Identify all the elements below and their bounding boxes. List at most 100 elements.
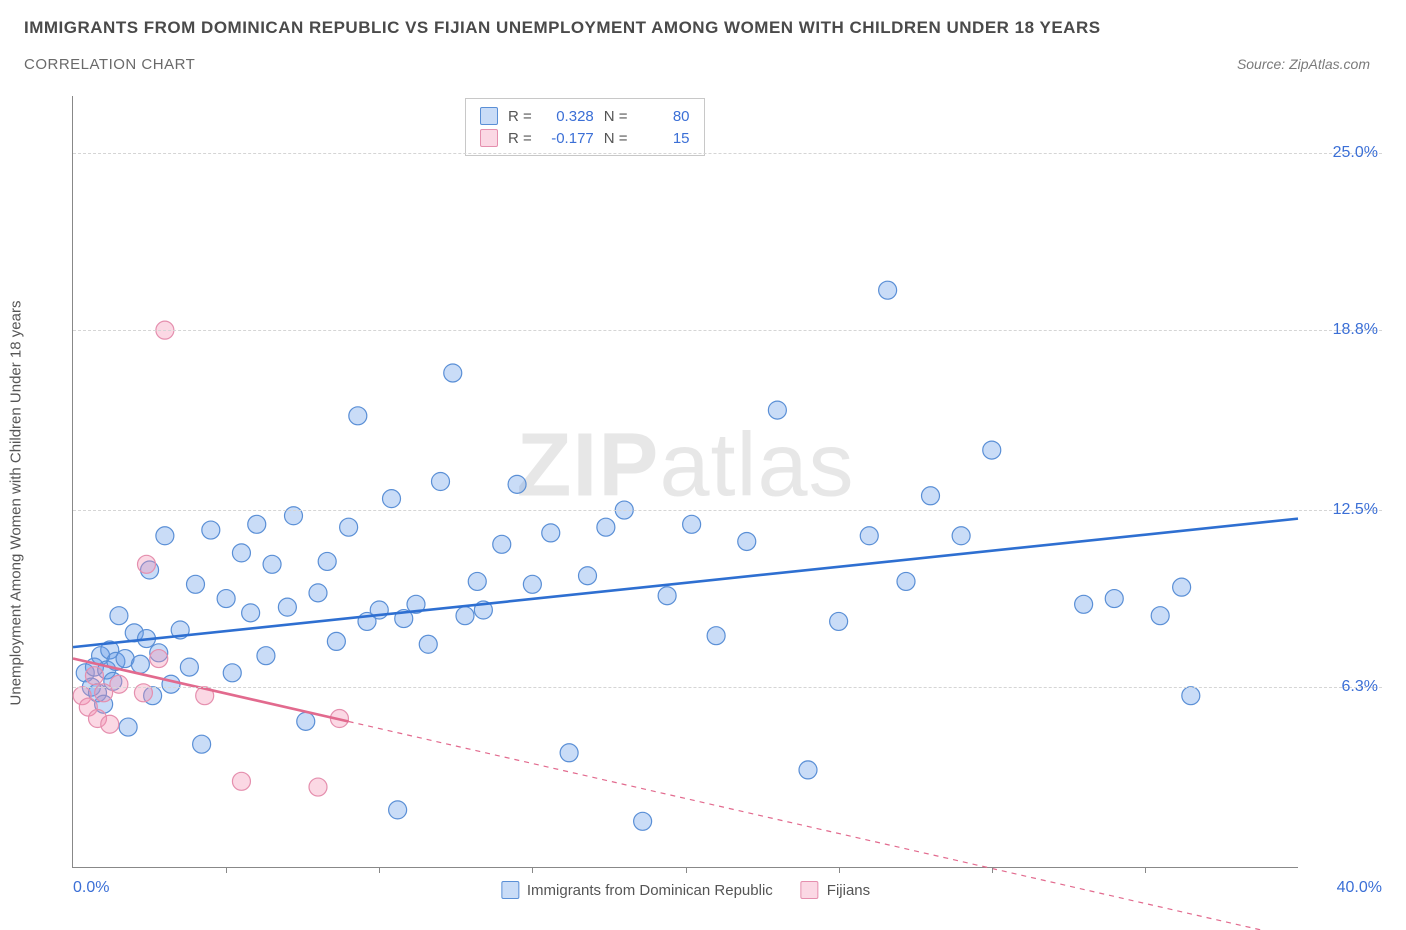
data-point-dominican	[248, 515, 266, 533]
chart-subtitle: CORRELATION CHART	[24, 56, 195, 73]
chart-area: Unemployment Among Women with Children U…	[24, 96, 1382, 910]
data-point-dominican	[297, 712, 315, 730]
data-point-dominican	[202, 521, 220, 539]
data-point-dominican	[232, 544, 250, 562]
subtitle-row: CORRELATION CHART Source: ZipAtlas.com	[24, 56, 1382, 73]
data-point-dominican	[327, 632, 345, 650]
data-point-dominican	[223, 664, 241, 682]
data-point-dominican	[983, 441, 1001, 459]
legend-r-label: R =	[508, 130, 532, 147]
data-point-dominican	[683, 515, 701, 533]
data-point-dominican	[432, 473, 450, 491]
legend-r-value: -0.177	[542, 130, 594, 147]
data-point-dominican	[879, 281, 897, 299]
y-tick-label: 25.0%	[1333, 144, 1378, 162]
data-point-dominican	[318, 552, 336, 570]
data-point-dominican	[257, 647, 275, 665]
data-point-dominican	[542, 524, 560, 542]
legend-n-label: N =	[604, 108, 628, 125]
x-tick	[992, 867, 993, 873]
data-point-dominican	[560, 744, 578, 762]
data-point-fijian	[85, 667, 103, 685]
y-tick-label: 12.5%	[1333, 501, 1378, 519]
legend-r-value: 0.328	[542, 108, 594, 125]
trendline-dominican	[73, 519, 1298, 648]
data-point-dominican	[897, 572, 915, 590]
data-point-dominican	[523, 575, 541, 593]
data-point-fijian	[110, 675, 128, 693]
data-point-dominican	[799, 761, 817, 779]
source-attribution: Source: ZipAtlas.com	[1237, 56, 1382, 72]
data-point-dominican	[419, 635, 437, 653]
data-point-dominican	[187, 575, 205, 593]
data-point-dominican	[707, 627, 725, 645]
data-point-dominican	[263, 555, 281, 573]
data-point-dominican	[830, 612, 848, 630]
series-label: Fijians	[827, 882, 870, 899]
series-legend-dominican: Immigrants from Dominican Republic	[501, 881, 773, 899]
data-point-dominican	[658, 587, 676, 605]
gridline	[73, 330, 1382, 331]
correlation-legend: R = 0.328 N = 80 R = -0.177 N = 15	[465, 98, 705, 156]
legend-row-dominican: R = 0.328 N = 80	[480, 105, 690, 127]
data-point-dominican	[389, 801, 407, 819]
data-point-fijian	[232, 772, 250, 790]
gridline	[73, 510, 1382, 511]
legend-row-fijian: R = -0.177 N = 15	[480, 127, 690, 149]
x-axis-max-label: 40.0%	[1337, 879, 1382, 897]
chart-title: IMMIGRANTS FROM DOMINICAN REPUBLIC VS FI…	[24, 18, 1382, 38]
data-point-dominican	[340, 518, 358, 536]
data-point-dominican	[217, 590, 235, 608]
legend-n-value: 15	[638, 130, 690, 147]
data-point-dominican	[1075, 595, 1093, 613]
series-legend-fijian: Fijians	[801, 881, 870, 899]
data-point-fijian	[150, 650, 168, 668]
x-tick	[532, 867, 533, 873]
data-point-dominican	[508, 475, 526, 493]
data-point-dominican	[193, 735, 211, 753]
data-point-fijian	[309, 778, 327, 796]
legend-n-value: 80	[638, 108, 690, 125]
data-point-dominican	[156, 527, 174, 545]
swatch-fijian	[801, 881, 819, 899]
legend-r-label: R =	[508, 108, 532, 125]
data-point-dominican	[493, 535, 511, 553]
data-point-dominican	[597, 518, 615, 536]
data-point-dominican	[768, 401, 786, 419]
series-label: Immigrants from Dominican Republic	[527, 882, 773, 899]
plot-svg	[73, 96, 1298, 867]
data-point-dominican	[278, 598, 296, 616]
x-axis-min-label: 0.0%	[73, 879, 109, 897]
swatch-fijian	[480, 129, 498, 147]
data-point-dominican	[309, 584, 327, 602]
plot-region: ZIPatlas R = 0.328 N = 80 R = -0.177 N =…	[72, 96, 1298, 868]
series-legend: Immigrants from Dominican Republic Fijia…	[501, 881, 870, 899]
swatch-dominican	[501, 881, 519, 899]
data-point-dominican	[131, 655, 149, 673]
swatch-dominican	[480, 107, 498, 125]
data-point-dominican	[1105, 590, 1123, 608]
y-tick-label: 18.8%	[1333, 321, 1378, 339]
data-point-dominican	[738, 532, 756, 550]
header: IMMIGRANTS FROM DOMINICAN REPUBLIC VS FI…	[0, 0, 1406, 73]
data-point-dominican	[162, 675, 180, 693]
data-point-dominican	[119, 718, 137, 736]
data-point-dominican	[952, 527, 970, 545]
data-point-dominican	[634, 812, 652, 830]
data-point-fijian	[138, 555, 156, 573]
y-axis-label: Unemployment Among Women with Children U…	[8, 301, 25, 706]
data-point-dominican	[1151, 607, 1169, 625]
x-tick	[686, 867, 687, 873]
data-point-dominican	[242, 604, 260, 622]
data-point-dominican	[456, 607, 474, 625]
data-point-dominican	[1182, 687, 1200, 705]
gridline	[73, 153, 1382, 154]
y-tick-label: 6.3%	[1342, 678, 1378, 696]
data-point-dominican	[860, 527, 878, 545]
data-point-dominican	[922, 487, 940, 505]
data-point-dominican	[1173, 578, 1191, 596]
x-tick	[1145, 867, 1146, 873]
data-point-dominican	[383, 490, 401, 508]
data-point-dominican	[444, 364, 462, 382]
legend-n-label: N =	[604, 130, 628, 147]
